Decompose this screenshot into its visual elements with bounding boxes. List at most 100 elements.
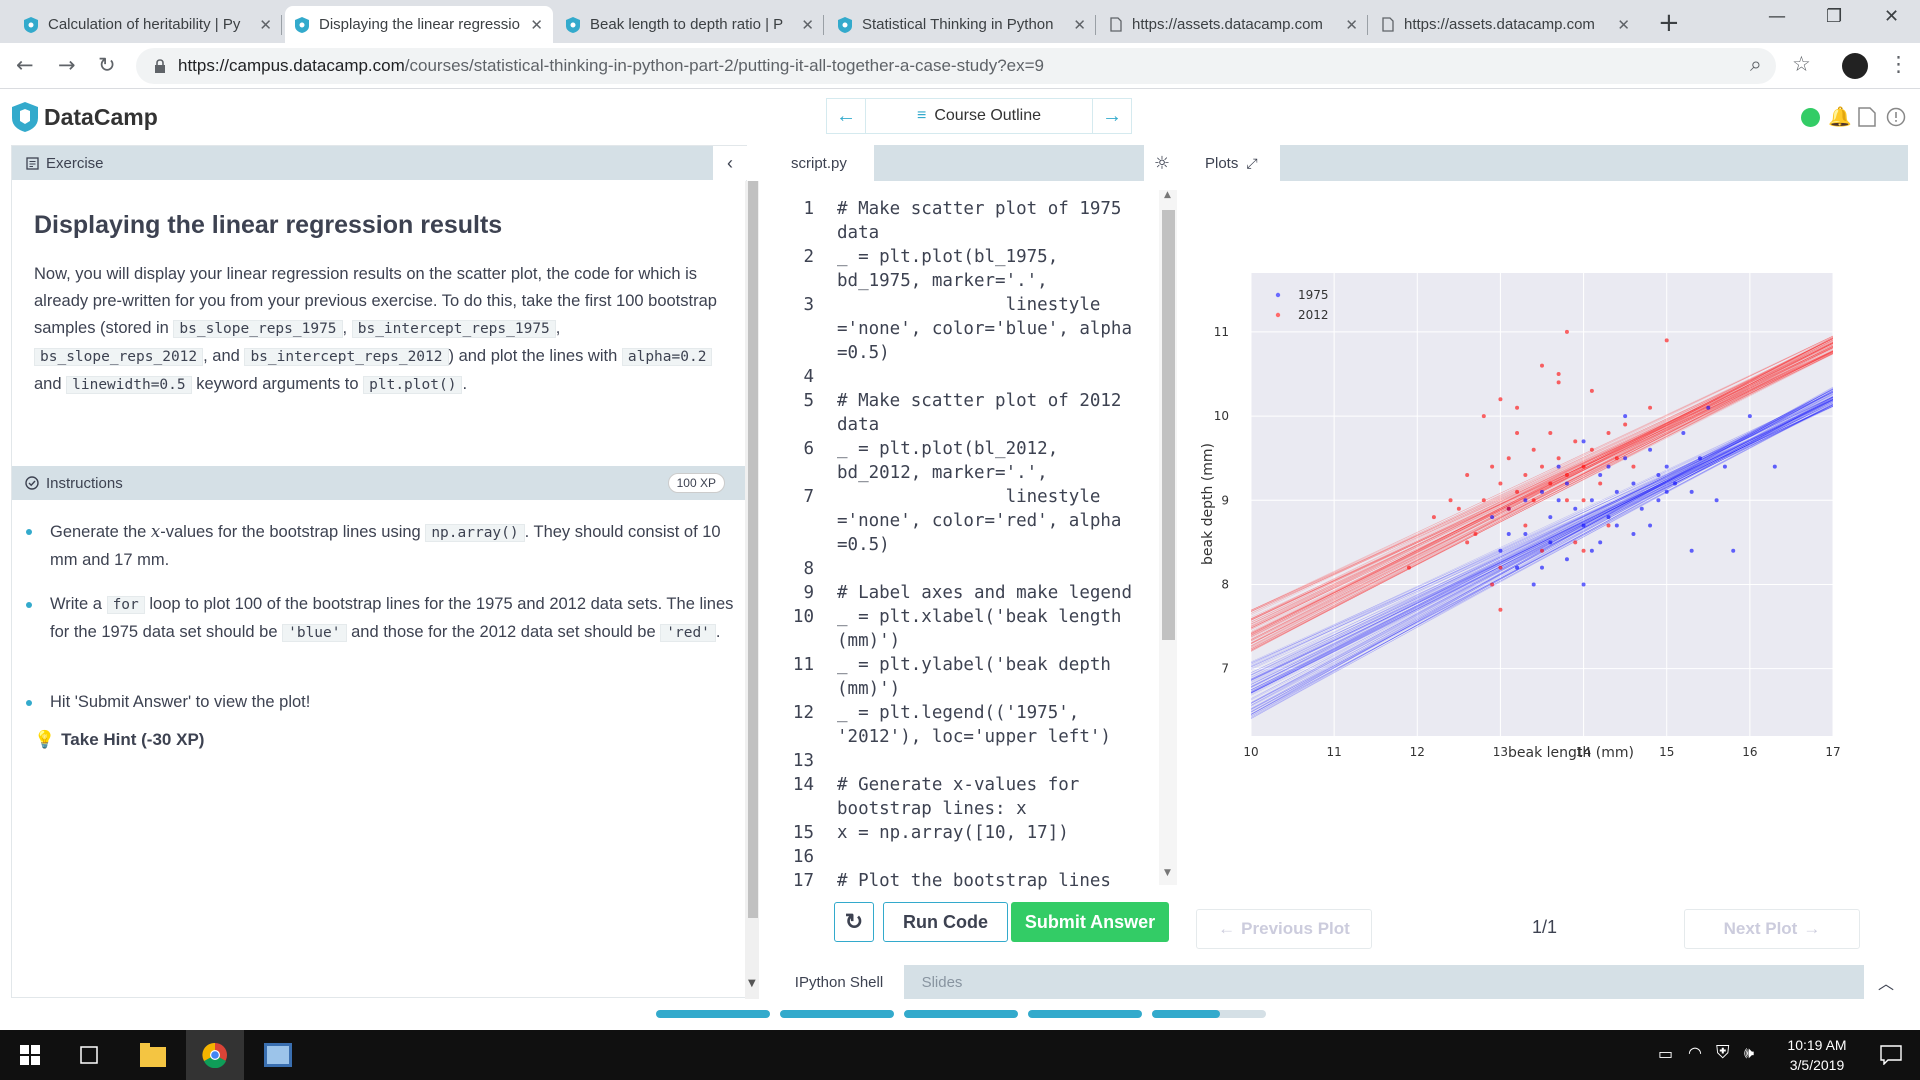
wifi-icon[interactable]: ◠ xyxy=(1688,1043,1702,1062)
point-1975 xyxy=(1589,548,1594,553)
close-tab-icon[interactable]: ✕ xyxy=(801,16,814,34)
browser-tab-4[interactable]: Statistical Thinking in Python ✕ xyxy=(828,6,1096,43)
task-view-icon[interactable] xyxy=(78,1045,100,1065)
line-number: 16 xyxy=(792,847,814,867)
chrome-taskbar-button[interactable] xyxy=(186,1030,244,1080)
bootstrap-line-1975 xyxy=(1250,396,1834,668)
left-scrollbar-thumb[interactable] xyxy=(748,181,758,918)
progress-segment-5 xyxy=(1152,1010,1266,1018)
submit-answer-button[interactable]: Submit Answer xyxy=(1011,902,1169,942)
volume-icon[interactable]: 🕪 xyxy=(1744,1043,1755,1062)
editor-panel: script.py ☼ 1 # Make scatter plot of 1975… xyxy=(774,145,1180,965)
bootstrap-line-1975 xyxy=(1250,404,1834,680)
zoom-icon[interactable]: ⌕ xyxy=(1750,52,1762,76)
bootstrap-line-2012 xyxy=(1250,351,1834,619)
code-line: (mm)') xyxy=(837,679,901,699)
restore-icon[interactable]: ❐ xyxy=(1826,6,1843,27)
prev-exercise-arrow-icon[interactable]: ← xyxy=(836,104,856,127)
scroll-down-icon[interactable]: ▼ xyxy=(1164,868,1171,878)
avatar[interactable] xyxy=(1842,53,1868,79)
collapse-panel-icon[interactable]: ‹ xyxy=(713,146,747,180)
bootstrap-line-1975 xyxy=(1250,396,1834,713)
close-tab-icon[interactable]: ✕ xyxy=(1617,16,1630,34)
bootstrap-line-1975 xyxy=(1250,400,1834,713)
editor-file-tab[interactable]: script.py xyxy=(774,145,874,181)
run-code-button[interactable]: Run Code xyxy=(883,902,1008,942)
point-2012 xyxy=(1606,523,1611,528)
settings-gear-icon[interactable]: ☼ xyxy=(1144,145,1180,181)
y-tick-label: 10 xyxy=(1214,409,1229,423)
close-tab-icon[interactable]: ✕ xyxy=(530,16,543,34)
point-2012 xyxy=(1556,372,1561,377)
bootstrap-line-1975 xyxy=(1250,402,1834,694)
expand-icon[interactable]: ⤢ xyxy=(1246,154,1258,171)
bootstrap-line-2012 xyxy=(1250,345,1834,627)
bullet xyxy=(26,602,32,608)
scroll-up-icon[interactable]: ▲ xyxy=(1164,190,1171,200)
bootstrap-line-1975 xyxy=(1250,404,1834,667)
browser-tab-1[interactable]: Calculation of heritability | Py ✕ xyxy=(14,6,282,43)
x-tick-label: 15 xyxy=(1659,745,1674,759)
battery-icon[interactable]: ▭ xyxy=(1658,1044,1674,1063)
bootstrap-line-2012 xyxy=(1250,342,1834,635)
slides-tab[interactable]: Slides xyxy=(921,973,963,991)
code-for: for xyxy=(106,596,145,614)
notifications-icon[interactable] xyxy=(1880,1045,1902,1065)
menu-icon[interactable]: ⋮ xyxy=(1888,52,1909,76)
browser-tab-3[interactable]: Beak length to depth ratio | P ✕ xyxy=(556,6,824,43)
close-tab-icon[interactable]: ✕ xyxy=(1345,16,1358,34)
back-icon[interactable]: ← xyxy=(16,53,34,77)
expand-console-icon[interactable]: ︿ xyxy=(1864,965,1908,999)
bootstrap-line-2012 xyxy=(1250,335,1834,620)
datacamp-logo[interactable]: DataCamp xyxy=(12,102,158,132)
close-tab-icon[interactable]: ✕ xyxy=(1073,16,1086,34)
forward-icon[interactable]: → xyxy=(58,53,76,77)
clock-date: 3/5/2019 xyxy=(1789,1057,1845,1073)
new-tab-icon[interactable]: + xyxy=(1658,8,1680,38)
point-1975 xyxy=(1747,414,1752,419)
bell-icon[interactable]: 🔔 xyxy=(1828,106,1852,128)
security-shield-icon[interactable]: ⛨ xyxy=(1716,1042,1730,1063)
close-window-icon[interactable]: ✕ xyxy=(1884,6,1900,27)
bootstrap-line-1975 xyxy=(1250,391,1834,694)
bootstrap-line-2012 xyxy=(1250,350,1834,611)
browser-tab-2-active[interactable]: Displaying the linear regressio ✕ xyxy=(285,6,553,43)
bootstrap-line-2012 xyxy=(1250,342,1834,633)
next-plot-button[interactable]: Next Plot → xyxy=(1684,909,1860,949)
code-line: linestyle xyxy=(837,295,1101,315)
tab-title: https://assets.datacamp.com xyxy=(1404,16,1595,33)
minimize-icon[interactable]: — xyxy=(1768,6,1786,27)
ipython-shell-tab[interactable]: IPython Shell xyxy=(774,965,904,999)
bootstrap-line-1975 xyxy=(1250,402,1834,715)
plots-tab[interactable]: Plots ⤢ xyxy=(1188,145,1280,181)
browser-tab-6[interactable]: https://assets.datacamp.com ✕ xyxy=(1372,6,1640,43)
pdf-icon[interactable] xyxy=(1858,107,1876,127)
bookmark-star-icon[interactable]: ☆ xyxy=(1792,52,1811,76)
point-1975 xyxy=(1631,531,1636,536)
bootstrap-line-1975 xyxy=(1250,398,1834,693)
course-outline-button[interactable]: ≡ Course Outline xyxy=(865,99,1093,133)
url-field[interactable]: https://campus.datacamp.com/courses/stat… xyxy=(136,48,1776,84)
previous-plot-button[interactable]: ← Previous Plot xyxy=(1196,909,1372,949)
info-icon[interactable] xyxy=(1886,107,1906,127)
close-tab-icon[interactable]: ✕ xyxy=(259,16,272,34)
photos-app-icon[interactable] xyxy=(264,1043,292,1067)
point-2012 xyxy=(1564,498,1569,503)
point-1975 xyxy=(1523,531,1528,536)
windows-start-icon[interactable] xyxy=(20,1045,40,1065)
next-exercise-arrow-icon[interactable]: → xyxy=(1102,104,1122,127)
reload-icon[interactable]: ↻ xyxy=(98,53,116,77)
editor-scrollbar-thumb[interactable] xyxy=(1162,210,1175,640)
scroll-down-icon[interactable]: ▼ xyxy=(748,978,756,989)
file-explorer-icon[interactable] xyxy=(140,1043,166,1067)
clock[interactable]: 10:19 AM 3/5/2019 xyxy=(1772,1035,1862,1075)
bootstrap-line-1975 xyxy=(1250,404,1834,710)
code-bs-intercept-2012: bs_intercept_reps_2012 xyxy=(244,348,449,366)
reset-code-button[interactable]: ↻ xyxy=(834,902,874,942)
bootstrap-line-2012 xyxy=(1250,349,1834,645)
code-line: ='none', color='blue', alpha xyxy=(837,319,1133,339)
browser-tab-5[interactable]: https://assets.datacamp.com ✕ xyxy=(1100,6,1368,43)
code-line: # Plot the bootstrap lines xyxy=(837,871,1111,891)
take-hint-button[interactable]: 💡 Take Hint (-30 XP) xyxy=(34,730,205,749)
bootstrap-line-1975 xyxy=(1250,394,1834,691)
